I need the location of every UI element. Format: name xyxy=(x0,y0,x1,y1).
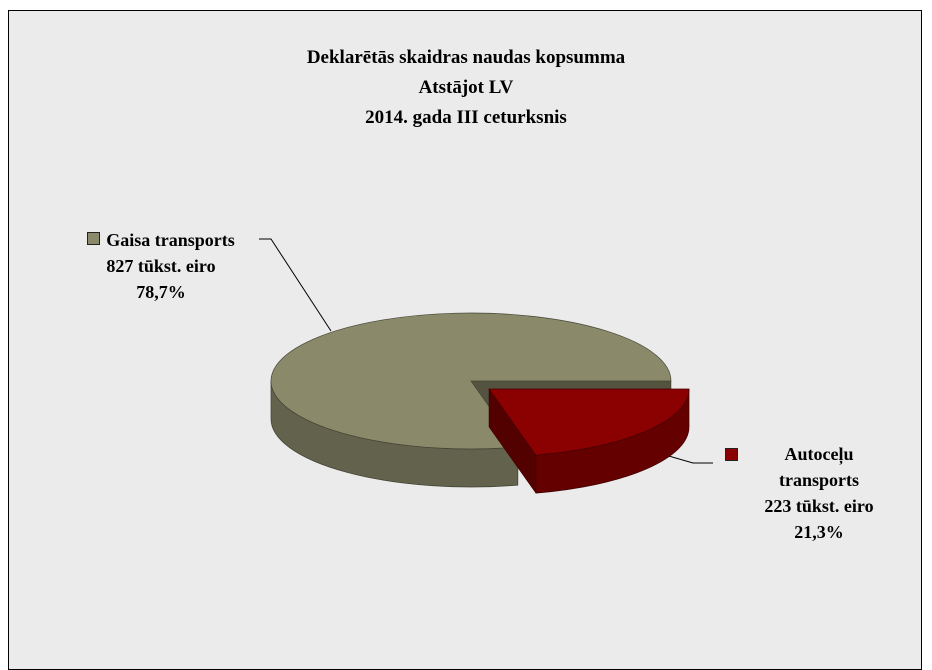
data-label-category: Autoceļu transports xyxy=(751,441,887,493)
title-line: Atstājot LV xyxy=(418,77,514,98)
title-line: Deklarētās skaidras naudas kopsumma xyxy=(306,47,626,68)
percent-label: 78,7% xyxy=(136,282,186,302)
pie-chart xyxy=(259,238,713,494)
slice xyxy=(488,388,690,494)
slice-top xyxy=(488,388,690,456)
title-line: 2014. gada III ceturksnis xyxy=(365,107,567,128)
data-label-category: Gaisa transports xyxy=(61,227,261,253)
legend-key xyxy=(725,448,738,461)
leader-line xyxy=(259,238,332,332)
chart-title: Deklarētās skaidras naudas kopsumma Atstā… xyxy=(9,43,923,133)
value-label: 223 tūkst. eiro xyxy=(764,496,874,516)
category-label: Autoceļu transports xyxy=(779,444,859,490)
percent-label: 21,3% xyxy=(794,522,844,542)
category-label: Gaisa transports xyxy=(106,230,235,250)
data-label: Gaisa transports 827 tūkst. eiro 78,7% xyxy=(61,227,261,305)
data-label: Autoceļu transports 223 tūkst. eiro 21,3% xyxy=(751,441,887,545)
legend-key xyxy=(87,232,101,245)
value-label: 827 tūkst. eiro xyxy=(106,256,216,276)
chart-frame: Deklarētās skaidras naudas kopsumma Atstā… xyxy=(8,10,922,670)
slice-top xyxy=(270,312,672,450)
